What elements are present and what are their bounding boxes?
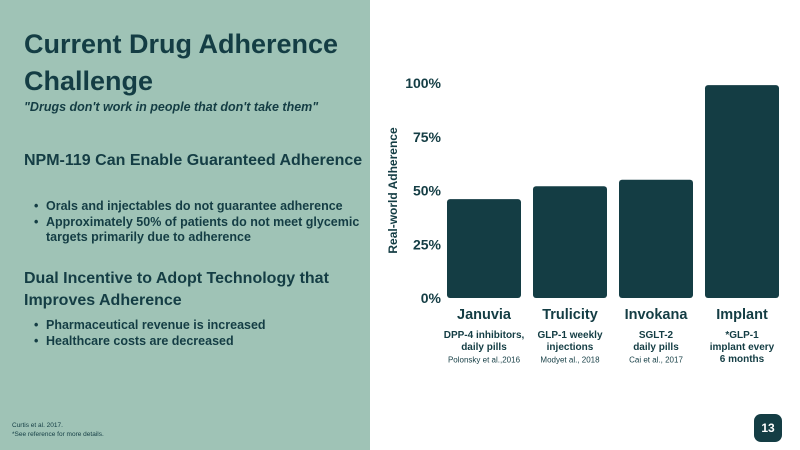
- x-tick-label: Invokana: [625, 307, 689, 323]
- bar-description: *GLP-1: [725, 330, 759, 341]
- section2-bullets: Pharmaceutical revenue is increased Heal…: [34, 318, 364, 349]
- y-axis-label: Real-world Adherence: [386, 127, 400, 254]
- footnote-line: *See reference for more details.: [12, 431, 104, 438]
- bar-source: Cai et al., 2017: [629, 356, 683, 365]
- y-tick-label: 50%: [413, 183, 442, 199]
- adherence-bar-chart: Real-world Adherence 0% 25% 50% 75% 100% Januv…: [386, 75, 779, 365]
- bar-source: Polonsky et al.,2016: [448, 356, 521, 365]
- y-tick-label: 25%: [413, 236, 442, 252]
- x-tick-label: Implant: [716, 307, 768, 323]
- bar-description: implant every: [710, 342, 775, 353]
- bar-description: GLP-1 weekly: [537, 330, 602, 341]
- footnote: Curtis et al. 2017. *See reference for m…: [12, 421, 104, 439]
- x-tick-label: Januvia: [457, 307, 512, 323]
- bar-description: 6 months: [720, 354, 765, 365]
- bar-description: DPP-4 inhibitors,: [444, 330, 525, 341]
- bar-source: Modyet al., 2018: [540, 356, 600, 365]
- bullet-item: Healthcare costs are decreased: [34, 334, 364, 350]
- y-tick-label: 100%: [405, 75, 441, 91]
- y-tick-label: 0%: [421, 290, 442, 306]
- footnote-line: Curtis et al. 2017.: [12, 422, 63, 429]
- bullet-item: Pharmaceutical revenue is increased: [34, 318, 364, 334]
- bar-description: SGLT-2: [639, 330, 674, 341]
- bar-description: daily pills: [633, 342, 679, 353]
- slide-title: Current Drug Adherence Challenge: [24, 29, 339, 96]
- bar-invokana: [619, 179, 693, 298]
- bar-description: injections: [547, 342, 594, 353]
- x-tick-label: Trulicity: [542, 307, 598, 323]
- section2-heading: Dual Incentive to Adopt Technology that …: [24, 270, 329, 309]
- bullet-item: Orals and injectables do not guarantee a…: [34, 199, 364, 215]
- bar-trulicity: [533, 186, 607, 298]
- bar-januvia: [447, 199, 521, 298]
- bar-implant: [705, 85, 779, 299]
- page-number-badge: 13: [754, 414, 782, 442]
- section1-bullets: Orals and injectables do not guarantee a…: [34, 199, 364, 246]
- left-panel: Current Drug Adherence Challenge "Drugs …: [0, 0, 370, 450]
- bar-description: daily pills: [461, 342, 507, 353]
- section1-heading: NPM-119 Can Enable Guaranteed Adherence: [24, 152, 363, 169]
- y-tick-label: 75%: [413, 129, 442, 145]
- slide-quote: "Drugs don't work in people that don't t…: [24, 100, 319, 114]
- bullet-item: Approximately 50% of patients do not mee…: [34, 215, 364, 246]
